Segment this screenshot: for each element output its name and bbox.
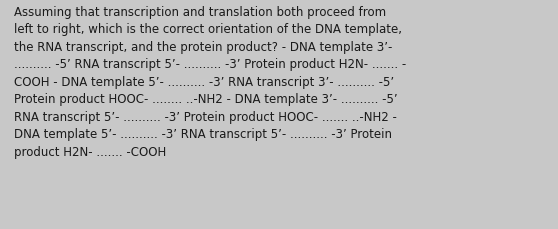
Text: Assuming that transcription and translation both proceed from
left to right, whi: Assuming that transcription and translat… <box>14 6 406 158</box>
